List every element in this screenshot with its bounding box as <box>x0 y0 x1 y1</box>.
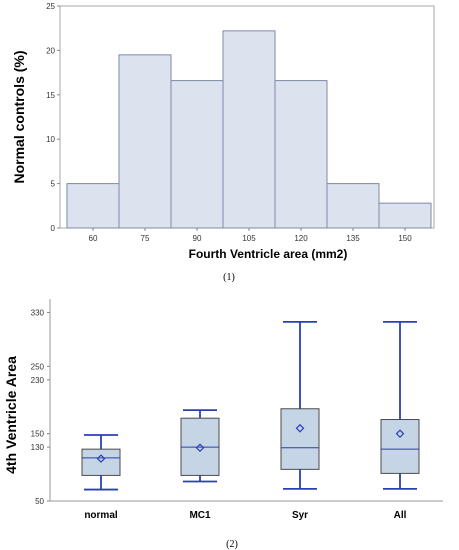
box-iqr <box>380 419 420 474</box>
histogram-bar <box>66 183 120 229</box>
boxplot-caption: (2) <box>226 539 238 550</box>
histogram-x-tick-label: 105 <box>242 234 256 243</box>
mean-marker <box>395 429 405 439</box>
histogram-x-tick-label: 120 <box>294 234 308 243</box>
histogram-chart: 0 5 10 15 20 25 60 75 90 105 120 135 150 Normal con… <box>11 2 435 283</box>
histogram-caption: (1) <box>223 272 235 283</box>
mean-marker <box>195 443 205 453</box>
histogram-x-tick-label: 90 <box>193 234 202 243</box>
boxplot-y-tick-label: 130 <box>31 443 45 452</box>
histogram-x-tick-label: 150 <box>398 234 412 243</box>
histogram-y-tick-label: 15 <box>46 91 55 100</box>
histogram-y-axis-label: Normal controls (%) <box>11 50 27 183</box>
histogram-y-tick-label: 10 <box>46 135 55 144</box>
histogram-bar <box>118 54 172 229</box>
boxplot-y-tick-label: 150 <box>31 430 45 439</box>
box-all <box>380 320 420 490</box>
boxplot-y-tick-label: 330 <box>31 308 45 317</box>
boxplot-chart: 50 130 150 230 250 330 normal MC1 Syr All 4th Ve… <box>3 299 443 550</box>
histogram-x-tick-label: 60 <box>89 234 98 243</box>
histogram-y-tick-label: 5 <box>51 180 56 189</box>
boxplot-y-axis-label: 4th Ventricle Area <box>3 356 19 474</box>
histogram-x-tick-label: 135 <box>346 234 360 243</box>
boxplot-x-tick-label: MC1 <box>189 510 211 521</box>
mean-marker <box>295 423 305 433</box>
histogram-bar <box>378 202 432 229</box>
histogram-x-tick-label: 75 <box>141 234 150 243</box>
histogram-x-axis-label: Fourth Ventricle area (mm2) <box>189 247 348 261</box>
histogram-y-tick-label: 0 <box>51 224 56 233</box>
histogram-bar <box>326 183 380 229</box>
boxplot-x-tick-label: Syr <box>292 510 308 521</box>
histogram-y-tick-label: 25 <box>46 2 55 11</box>
box-normal <box>81 434 121 491</box>
box-syr <box>280 320 320 490</box>
mean-marker <box>96 454 106 463</box>
histogram-bar <box>274 80 328 229</box>
histogram-y-tick-label: 20 <box>46 46 55 55</box>
box-iqr <box>280 408 320 470</box>
boxplot-x-tick-label: normal <box>84 510 118 521</box>
histogram-bar <box>170 80 224 229</box>
boxplot-y-tick-label: 250 <box>31 362 45 371</box>
box-mc1 <box>180 409 220 483</box>
histogram-bar <box>222 30 276 229</box>
boxplot-y-tick-label: 230 <box>31 376 45 385</box>
boxplot-x-tick-label: All <box>394 510 407 521</box>
boxplot-y-tick-label: 50 <box>35 497 44 506</box>
